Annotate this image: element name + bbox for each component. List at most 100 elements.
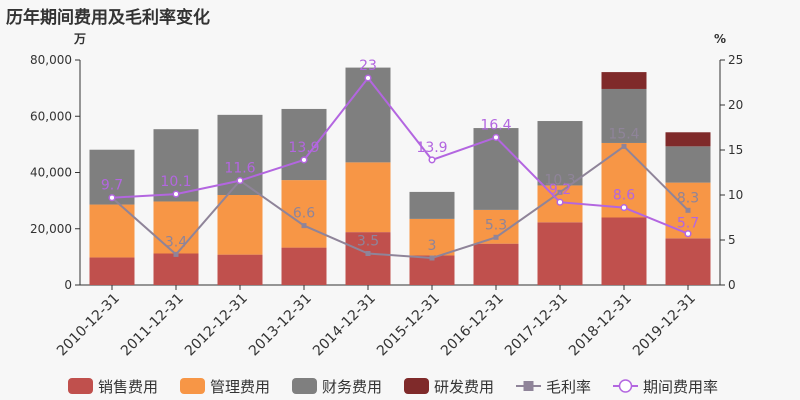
right-axis-unit: % — [714, 32, 726, 46]
chart-title: 历年期间费用及毛利率变化 — [6, 8, 210, 28]
right-tick-label: 5 — [728, 233, 736, 247]
bar-segment — [409, 191, 455, 219]
data-label: 10.1 — [160, 174, 191, 190]
line-point — [685, 207, 691, 213]
data-label: 3.5 — [357, 234, 379, 250]
legend-label: 管理费用 — [210, 378, 270, 396]
line-point — [365, 251, 371, 256]
data-label: 16.4 — [480, 117, 511, 133]
line-point — [301, 223, 307, 229]
legend-label: 销售费用 — [98, 378, 158, 396]
line-point — [492, 133, 500, 141]
bar-segment — [345, 67, 391, 163]
line-point — [236, 177, 244, 185]
bar-segment — [537, 121, 583, 186]
bar-segment — [665, 146, 711, 183]
bar-segment — [281, 108, 327, 181]
line-point — [108, 194, 116, 202]
data-label: 8.6 — [613, 188, 635, 204]
legend-swatch — [68, 378, 93, 394]
x-tick-label: 2012-12-31 — [182, 291, 251, 360]
right-tick-label: 25 — [728, 53, 743, 67]
right-tick-label: 15 — [728, 143, 743, 157]
bar-segment — [601, 72, 647, 89]
x-tick-label: 2016-12-31 — [438, 291, 507, 360]
bar-segment — [153, 201, 199, 254]
data-label-layer: 3.4 6.6 3.5 3 5.3 10.3 15.4 8.3 9.7 10.1 11.6 13.9 2… — [101, 58, 699, 254]
line-point — [493, 234, 499, 240]
x-tick-label: 2019-12-31 — [630, 291, 699, 360]
left-axis-unit: 万 — [73, 32, 86, 46]
bar-segment — [281, 247, 327, 285]
bar-segment — [345, 232, 391, 285]
legend-swatch — [180, 378, 205, 394]
data-label: 3.4 — [165, 234, 187, 250]
data-label: 3 — [428, 238, 437, 254]
data-label: 11.6 — [224, 161, 255, 177]
bar-segment — [89, 257, 135, 285]
bar-segment — [601, 217, 647, 285]
data-label: 8.3 — [677, 190, 699, 206]
bar-segment — [601, 88, 647, 143]
bar-segment — [345, 162, 391, 233]
left-tick-label: 60,000 — [30, 109, 72, 123]
bar-segment — [665, 132, 711, 147]
line-point — [173, 251, 179, 257]
right-tick-label: 10 — [728, 188, 743, 202]
x-tick-label: 2018-12-31 — [566, 291, 635, 360]
legend-label: 毛利率 — [546, 378, 591, 396]
data-label: 6.6 — [293, 206, 315, 222]
bar-segment — [153, 253, 199, 285]
legend-label: 期间费用率 — [643, 378, 718, 396]
line-layer — [108, 74, 692, 261]
data-label: 23 — [359, 58, 377, 74]
data-label: 15.4 — [608, 126, 639, 142]
legend-swatch — [404, 378, 429, 394]
x-tick-label: 2015-12-31 — [374, 291, 443, 360]
line-point — [684, 230, 692, 238]
bar-segment — [217, 254, 263, 285]
line-point — [556, 198, 564, 206]
series-line — [111, 76, 689, 235]
bar-segment — [537, 222, 583, 285]
bar-segment — [409, 218, 455, 256]
data-label: 5.3 — [485, 217, 507, 233]
line-point — [621, 143, 627, 149]
legend-marker — [618, 379, 633, 393]
legend-swatch — [292, 378, 317, 394]
legend: 销售费用 管理费用 财务费用 研发费用 毛利率 期间费用率 — [68, 378, 718, 396]
legend-label: 研发费用 — [434, 378, 494, 396]
data-label: 5.7 — [677, 216, 699, 232]
x-tick-label: 2017-12-31 — [502, 291, 571, 360]
data-label: 10.3 — [544, 172, 575, 188]
line-point — [557, 189, 563, 195]
x-tick-label: 2011-12-31 — [118, 291, 187, 360]
line-point — [620, 204, 628, 212]
bar-segment — [473, 243, 519, 285]
left-tick-label: 20,000 — [30, 222, 72, 236]
line-point — [429, 255, 435, 261]
line-point — [172, 190, 180, 198]
data-label: 13.9 — [288, 140, 319, 156]
left-tick-label: 80,000 — [30, 53, 72, 67]
right-tick-label: 0 — [728, 278, 736, 292]
legend-label: 财务费用 — [322, 378, 382, 396]
bar-segment — [665, 238, 711, 285]
x-tick-label: 2014-12-31 — [310, 291, 379, 360]
bar-segment — [89, 204, 135, 258]
line-point — [364, 74, 372, 82]
bar-segment — [153, 129, 199, 202]
x-tick-label: 2010-12-31 — [54, 291, 123, 360]
series-line — [111, 145, 689, 260]
x-tick-label: 2013-12-31 — [246, 291, 315, 360]
left-tick-label: 0 — [64, 278, 72, 292]
data-label: 13.9 — [416, 140, 447, 156]
right-tick-label: 20 — [728, 98, 743, 112]
line-point — [300, 156, 308, 164]
line-point — [428, 156, 436, 164]
data-label: 9.7 — [101, 178, 123, 194]
data-label: 9.2 — [549, 182, 571, 198]
bar-segment — [217, 195, 263, 255]
left-tick-label: 40,000 — [30, 166, 72, 180]
